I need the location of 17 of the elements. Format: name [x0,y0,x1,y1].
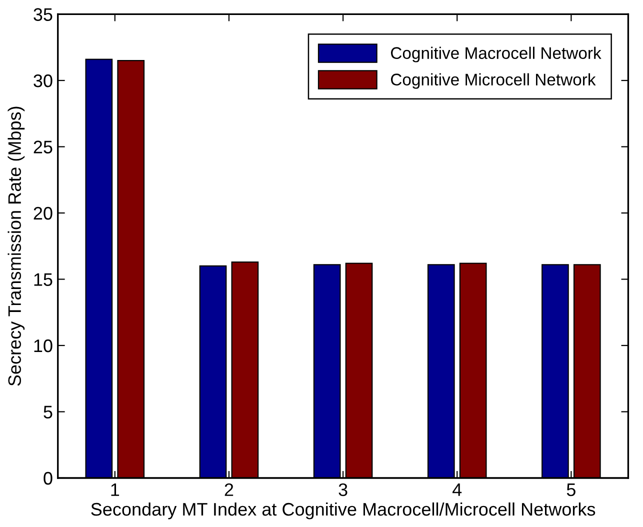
legend-label: Cognitive Macrocell Network [390,46,602,62]
legend-label: Cognitive Microcell Network [390,73,596,89]
y-tick-label: 15 [34,273,52,286]
y-axis-title: Secrecy Transmission Rate (Mbps) [8,106,25,386]
y-tick-label: 35 [34,8,52,21]
x-tick-label: 5 [566,484,576,496]
x-axis-title: Secondary MT Index at Cognitive Macrocell/Microcell Networks [91,502,596,520]
y-tick-label: 10 [34,339,52,352]
x-tick-label: 1 [111,484,120,496]
y-tick-label: 5 [44,406,52,418]
x-tick-label: 4 [452,484,462,496]
x-tick-label: 2 [224,483,234,496]
x-tick-label: 3 [338,483,348,496]
y-tick-label: 20 [34,206,52,220]
y-tick-label: 25 [34,140,52,154]
y-tick-label: 30 [34,74,52,88]
y-tick-label: 0 [44,472,52,485]
